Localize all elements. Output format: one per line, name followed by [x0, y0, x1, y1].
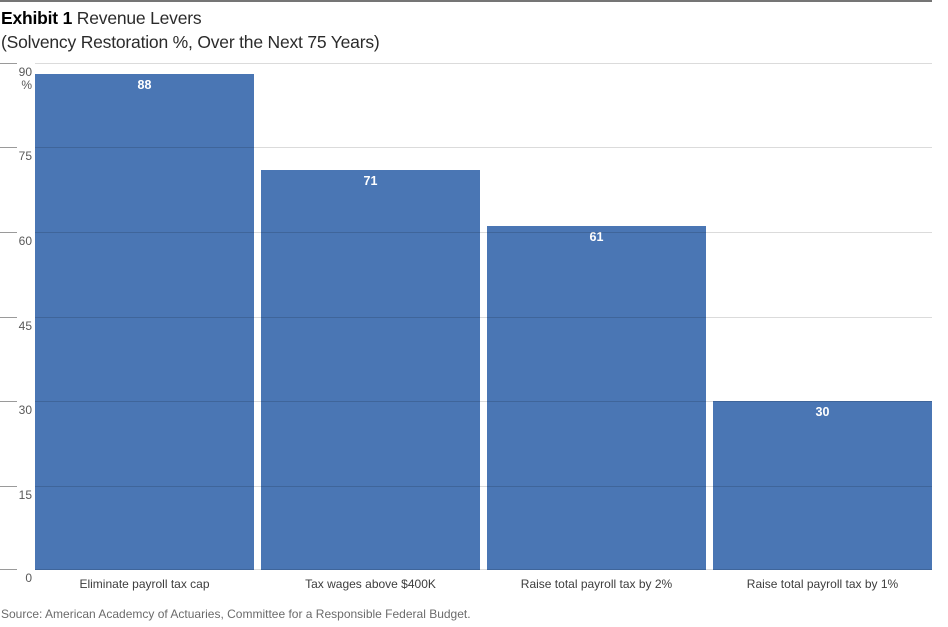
category-label-3: Raise total payroll tax by 1%: [746, 577, 899, 591]
bar-3: 30: [713, 401, 932, 570]
chart-subtitle: (Solvency Restoration %, Over the Next 7…: [1, 32, 380, 52]
category-label-1: Tax wages above $400K: [305, 577, 436, 591]
top-rule: [0, 0, 932, 2]
bar-value-label: 71: [363, 174, 378, 189]
gridline-30: [35, 401, 932, 402]
bars-group: 88 71 61 30: [35, 63, 932, 570]
bar-2: 61: [487, 226, 706, 570]
y-tick-label-30: 30: [18, 403, 32, 417]
plot-area: 88 71 61 30: [35, 63, 932, 570]
x-axis: Eliminate payroll tax cap Tax wages above…: [35, 577, 932, 591]
bar-chart: 90% 75 60 45 30 15 0 88 71 61 30 Eliminate payrol…: [0, 63, 932, 591]
y-tick-label-90: 90%: [0, 66, 32, 92]
y-tick-45: [0, 317, 17, 318]
y-tick-75: [0, 147, 17, 148]
category-label-2: Raise total payroll tax by 2%: [520, 577, 673, 591]
y-tick-90: [0, 63, 17, 64]
chart-header: Exhibit 1 Revenue Levers (Solvency Resto…: [1, 6, 933, 54]
category-label-0: Eliminate payroll tax cap: [79, 577, 210, 591]
chart-title-line: Exhibit 1 Revenue Levers: [1, 6, 933, 30]
gridline-15: [35, 486, 932, 487]
y-tick-label-0: 0: [25, 571, 32, 585]
bar-value-label: 88: [137, 78, 152, 93]
y-tick-60: [0, 232, 17, 233]
source-note: Source: American Academcy of Actuaries, …: [1, 607, 471, 621]
gridline-0: [35, 569, 932, 570]
y-tick-0: [0, 569, 17, 570]
y-tick-15: [0, 486, 17, 487]
gridline-45: [35, 317, 932, 318]
y-tick-30: [0, 401, 17, 402]
gridline-60: [35, 232, 932, 233]
y-tick-label-75: 75: [18, 149, 32, 163]
y-tick-label-60: 60: [18, 234, 32, 248]
y-axis-unit: %: [21, 78, 32, 92]
bar-value-label: 61: [589, 230, 604, 245]
chart-title: Revenue Levers: [72, 8, 202, 28]
bar-0: 88: [35, 74, 254, 570]
y-tick-label-15: 15: [18, 488, 32, 502]
bar-1: 71: [261, 170, 480, 570]
y-tick-label-45: 45: [18, 319, 32, 333]
gridline-75: [35, 147, 932, 148]
y-axis: 90% 75 60 45 30 15 0: [0, 63, 35, 585]
exhibit-label: Exhibit 1: [1, 8, 73, 28]
gridline-90: [35, 63, 932, 64]
bar-value-label: 30: [815, 405, 830, 419]
